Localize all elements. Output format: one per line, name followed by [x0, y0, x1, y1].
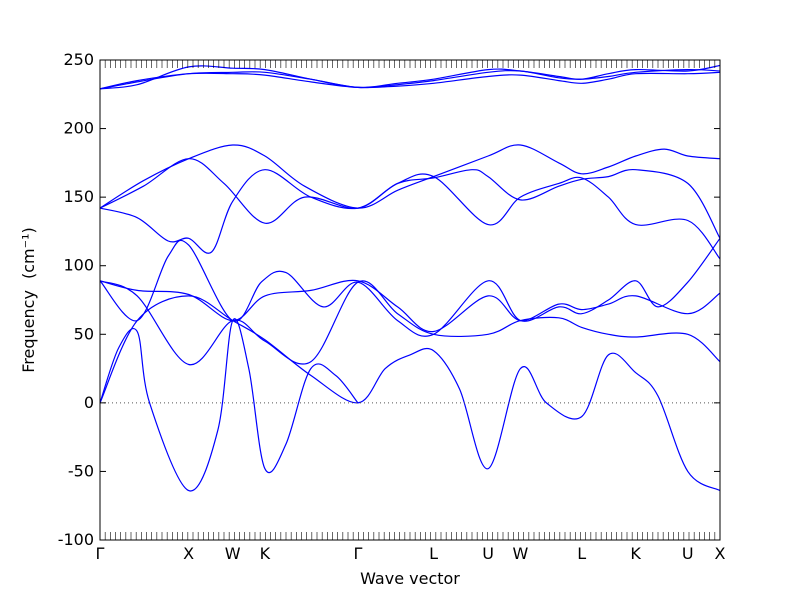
y-tick-label: 250 [63, 50, 94, 69]
band-line-7 [99, 237, 721, 337]
y-tick-label: 50 [74, 324, 94, 343]
band-line-8 [99, 279, 721, 333]
x-tick-label: Γ [353, 544, 362, 563]
x-tick-label: X [183, 544, 194, 563]
band-line-2 [99, 68, 721, 90]
x-tick-label: L [577, 544, 586, 563]
y-axis-label-unit: (cm⁻¹) [19, 227, 38, 279]
x-tick-label: U [682, 544, 694, 563]
band-line-4 [99, 144, 721, 209]
band-line-1 [99, 64, 721, 90]
band-line-3 [99, 71, 721, 90]
y-tick-label: 150 [63, 187, 94, 206]
x-tick-label: Γ [96, 544, 105, 563]
x-tick-label: K [260, 544, 271, 563]
band-line-10 [99, 318, 359, 492]
x-tick-label: U [482, 544, 494, 563]
y-tick-label: 100 [63, 256, 94, 275]
band-line-9 [99, 280, 721, 366]
x-tick-label: W [225, 544, 241, 563]
y-axis-label-text: Frequency [19, 290, 38, 373]
band-line-11 [99, 295, 721, 492]
y-tick-label: 200 [63, 119, 94, 138]
band-line-6 [99, 169, 721, 260]
band-line-5 [99, 158, 721, 239]
x-tick-label: L [429, 544, 438, 563]
x-tick-label: K [630, 544, 641, 563]
y-tick-label: -100 [58, 530, 94, 549]
y-tick-label: 0 [84, 393, 94, 412]
x-tick-label: X [715, 544, 726, 563]
x-axis-label: Wave vector [360, 569, 460, 588]
y-axis-label: Frequency (cm⁻¹) [19, 227, 38, 372]
plot-frame [99, 59, 721, 541]
band-lines [99, 64, 721, 492]
y-tick-label: -50 [68, 461, 94, 480]
x-tick-label: W [512, 544, 528, 563]
